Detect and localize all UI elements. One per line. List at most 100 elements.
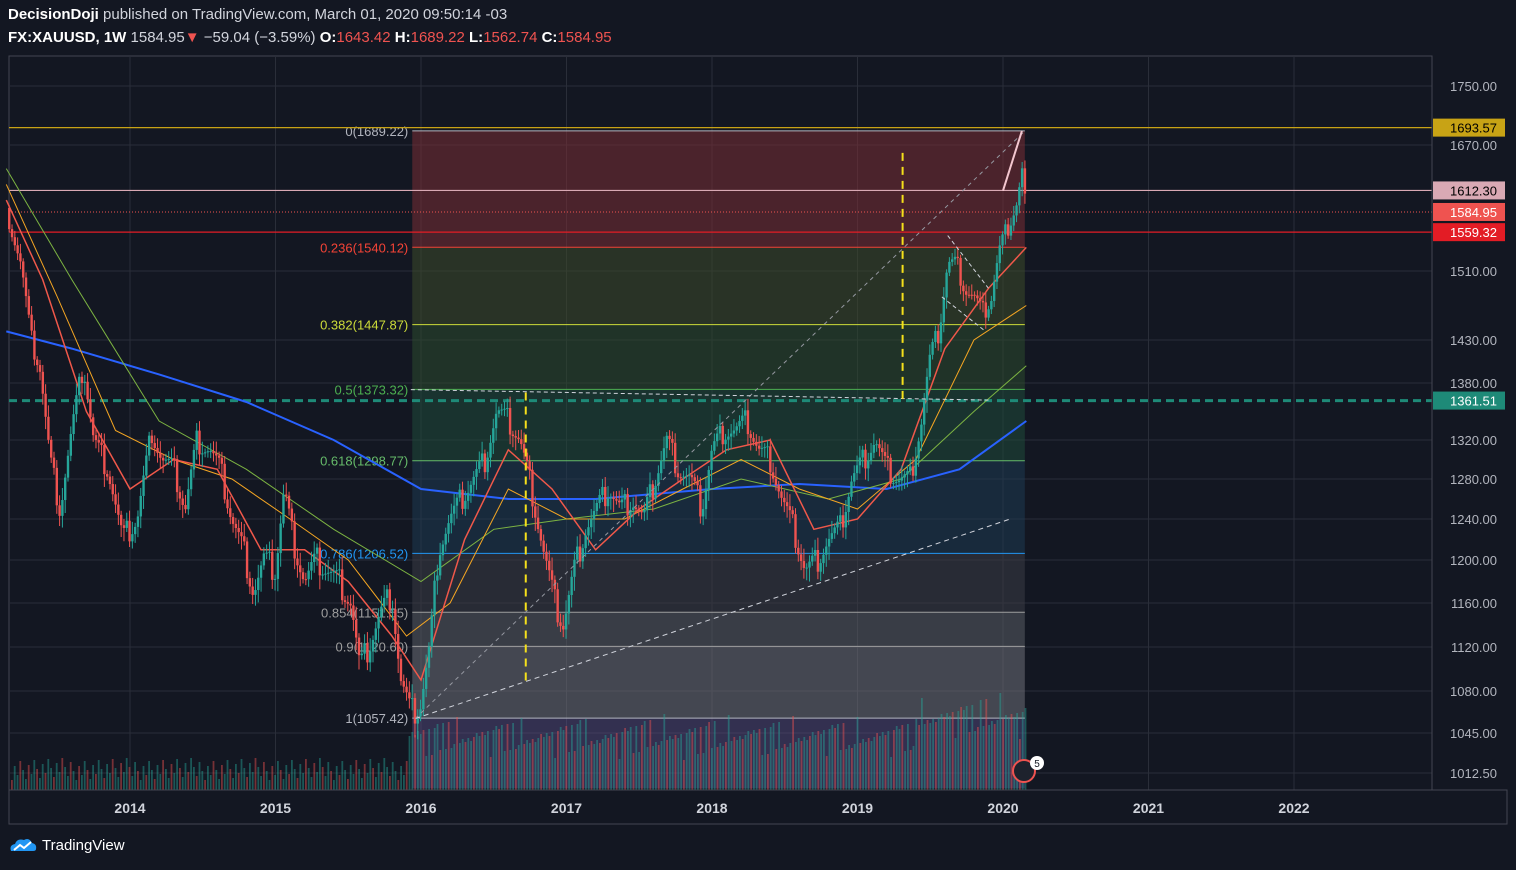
candle-341 [962, 280, 965, 302]
candle-177 [503, 401, 506, 417]
candle-113 [324, 562, 327, 581]
candle-214 [606, 486, 610, 517]
candle-346 [976, 290, 979, 306]
candle-34 [103, 433, 106, 487]
price-badge-1: 1612.30 [1450, 183, 1497, 198]
candle-272 [769, 438, 772, 486]
candle-191 [542, 534, 545, 559]
candle-247 [699, 477, 702, 524]
candle-225 [637, 505, 641, 517]
tradingview-brand: TradingView [42, 836, 125, 854]
candle-13 [44, 384, 47, 430]
candle-202 [573, 551, 576, 591]
tradingview-logo[interactable]: TradingView [8, 836, 125, 854]
candle-348 [981, 292, 985, 313]
candle-136 [388, 582, 391, 620]
candle-11 [38, 359, 42, 381]
candle-354 [998, 235, 1001, 271]
candle-77 [223, 456, 226, 504]
candle-176 [500, 403, 503, 416]
y-tick-label-3: 1430.00 [1450, 333, 1497, 348]
candle-21 [66, 449, 70, 482]
candle-183 [520, 429, 523, 450]
publish-info: DecisionDoji published on TradingView.co… [8, 6, 507, 23]
candle-196 [556, 582, 559, 627]
candle-116 [332, 564, 336, 583]
candle-313 [883, 442, 887, 468]
candle-161 [458, 483, 461, 502]
high-value: 1689.22 [410, 29, 465, 46]
candle-264 [746, 398, 750, 446]
candle-257 [727, 428, 730, 451]
candle-281 [794, 508, 797, 554]
candle-26 [80, 371, 84, 394]
candle-224 [634, 495, 638, 514]
candle-73 [212, 441, 215, 462]
candle-231 [654, 479, 657, 503]
candle-237 [671, 431, 674, 456]
candle-84 [243, 523, 246, 546]
candle-287 [811, 547, 814, 566]
candle-286 [808, 555, 811, 582]
candle-357 [1006, 218, 1010, 239]
fib-level-label-8: 1(1057.42) [345, 711, 408, 726]
volume-bars [11, 693, 1027, 790]
candle-306 [864, 443, 867, 480]
candle-210 [595, 498, 599, 515]
author-name[interactable]: DecisionDoji [8, 6, 99, 23]
candle-179 [508, 396, 512, 445]
candle-342 [964, 284, 968, 306]
candle-293 [827, 528, 831, 560]
candle-168 [478, 451, 481, 473]
candle-108 [310, 551, 313, 580]
candle-150 [427, 642, 431, 678]
candle-154 [438, 542, 442, 580]
fib-zone-4 [412, 460, 1025, 554]
symbol-label[interactable]: FX:XAUUSD, 1W [8, 29, 127, 46]
candle-238 [673, 433, 677, 478]
high-label: H: [394, 29, 411, 46]
candle-194 [550, 557, 554, 593]
candle-95 [273, 574, 277, 591]
candle-25 [77, 373, 81, 405]
candle-217 [615, 491, 618, 505]
candle-283 [799, 544, 803, 571]
candle-135 [385, 585, 389, 606]
y-tick-label-5: 1320.00 [1450, 433, 1497, 448]
candle-17 [55, 460, 59, 514]
candle-345 [973, 291, 976, 302]
candle-258 [729, 424, 733, 450]
candle-33 [100, 432, 103, 457]
fib-zone-bottom [412, 718, 1025, 789]
y-tick-label-9: 1160.00 [1451, 596, 1497, 611]
candle-14 [47, 405, 50, 444]
candle-190 [539, 525, 543, 547]
price-badge-3: 1559.32 [1450, 225, 1497, 240]
x-tick-label-6: 2020 [987, 800, 1018, 816]
candles [8, 160, 1027, 740]
candle-360 [1015, 202, 1018, 223]
price-badge-bg-4 [1433, 391, 1505, 410]
candle-343 [967, 286, 971, 299]
candle-338 [953, 248, 957, 265]
candle-93 [268, 541, 271, 560]
candle-167 [475, 461, 478, 490]
candle-27 [83, 374, 86, 396]
fib-level-label-2: 0.382(1447.87) [320, 318, 408, 333]
candle-292 [825, 538, 828, 567]
candle-137 [391, 600, 394, 622]
candle-317 [895, 474, 898, 490]
candle-271 [766, 440, 769, 459]
candle-328 [925, 368, 929, 413]
candle-344 [970, 284, 973, 300]
candle-279 [788, 494, 792, 524]
candle-37 [111, 476, 114, 502]
candle-209 [592, 498, 596, 533]
candle-351 [990, 295, 993, 315]
candle-53 [156, 438, 159, 463]
candle-149 [424, 654, 428, 698]
candle-64 [187, 477, 190, 515]
candle-130 [371, 635, 375, 663]
candle-7 [27, 289, 31, 319]
